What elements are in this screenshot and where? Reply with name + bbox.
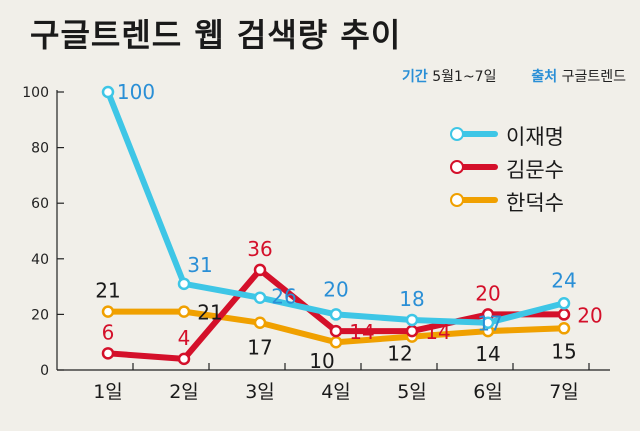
- source-value: 구글트렌드: [561, 69, 626, 85]
- data-label: 12: [387, 342, 412, 366]
- data-point: [177, 305, 191, 318]
- y-tick-label: 100: [22, 85, 49, 101]
- data-label: 21: [197, 301, 222, 325]
- legend-marker-han: [450, 193, 464, 207]
- period-value: 5월1~7일: [432, 69, 497, 85]
- period-key: 기간: [402, 69, 428, 85]
- legend-marker-kim: [450, 160, 464, 174]
- legend-item-lee: 이재명: [450, 118, 610, 151]
- data-point: [101, 85, 115, 99]
- legend-marker-lee: [450, 127, 464, 141]
- data-point: [329, 324, 343, 338]
- data-point: [557, 322, 571, 335]
- legend-label-kim: 김문수: [506, 158, 564, 182]
- data-label: 21: [95, 279, 120, 303]
- legend-line-lee: [454, 131, 498, 137]
- data-label: 18: [399, 287, 424, 311]
- data-label: 14: [425, 320, 450, 344]
- data-label: 17: [247, 336, 272, 360]
- legend-item-kim: 김문수: [450, 151, 610, 184]
- data-point: [253, 316, 267, 329]
- data-point: [253, 291, 267, 304]
- data-point: [329, 335, 343, 349]
- y-tick-label: 40: [31, 252, 49, 268]
- data-label: 6: [102, 320, 115, 344]
- source-key: 출처: [531, 69, 558, 85]
- data-label: 36: [247, 237, 272, 261]
- x-tick-label: 3일: [245, 381, 275, 403]
- x-tick-label: 6일: [473, 381, 503, 403]
- data-label: 20: [323, 277, 348, 301]
- y-tick-label: 80: [31, 141, 49, 157]
- data-point: [557, 308, 571, 321]
- x-tick-label: 5일: [397, 381, 427, 403]
- data-point: [481, 316, 495, 329]
- data-point: [557, 297, 571, 310]
- data-label: 26: [271, 285, 296, 309]
- data-point: [177, 277, 191, 291]
- data-label: 31: [187, 253, 212, 277]
- data-label: 15: [551, 339, 576, 363]
- y-tick-label: 0: [40, 363, 49, 379]
- data-point: [329, 308, 343, 321]
- data-label: 17: [477, 312, 502, 336]
- data-label: 100: [117, 80, 155, 104]
- data-point: [253, 263, 267, 277]
- data-point: [405, 313, 419, 327]
- legend-line-han: [454, 197, 498, 203]
- data-label: 20: [475, 281, 500, 305]
- data-point: [177, 352, 191, 366]
- x-tick-label: 7일: [549, 381, 579, 403]
- x-tick-label: 1일: [93, 381, 123, 403]
- x-tick-label: 4일: [321, 381, 351, 403]
- data-label: 14: [475, 342, 500, 366]
- data-label: 10: [309, 349, 334, 373]
- y-tick-label: 60: [31, 196, 49, 212]
- legend: 이재명 김문수 한덕수: [450, 118, 610, 217]
- legend-label-lee: 이재명: [506, 125, 564, 149]
- data-label: 24: [551, 268, 576, 292]
- data-point: [101, 305, 115, 318]
- data-point: [101, 347, 115, 360]
- data-point: [405, 324, 419, 338]
- legend-line-kim: [454, 164, 498, 170]
- chart-title: 구글트렌드 웹 검색량 추이: [30, 16, 402, 54]
- x-tick-label: 2일: [169, 381, 199, 403]
- chart-meta: 기간 5월1~7일 출처 구글트렌드: [402, 66, 626, 86]
- y-tick-label: 20: [31, 307, 49, 323]
- data-label: 4: [178, 326, 191, 350]
- legend-item-han: 한덕수: [450, 184, 610, 217]
- legend-label-han: 한덕수: [506, 191, 564, 215]
- data-label: 14: [349, 320, 374, 344]
- data-label: 20: [577, 303, 602, 327]
